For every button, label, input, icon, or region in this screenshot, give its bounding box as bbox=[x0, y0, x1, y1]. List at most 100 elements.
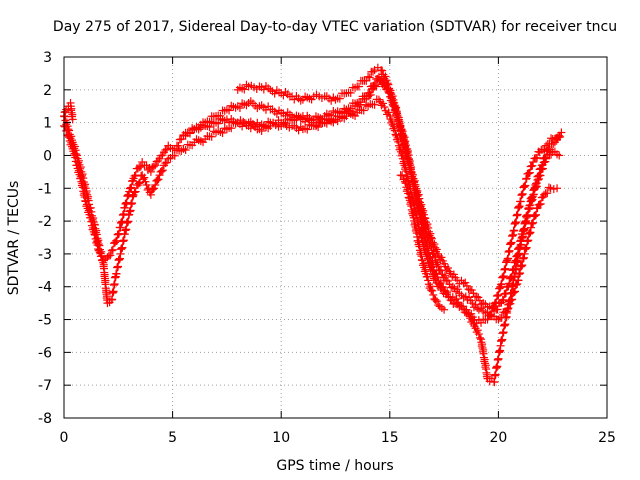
data-point bbox=[386, 86, 395, 95]
data-point bbox=[356, 100, 365, 109]
data-point bbox=[463, 308, 472, 317]
data-point bbox=[517, 191, 526, 200]
data-point bbox=[67, 132, 76, 141]
x-tick-label: 5 bbox=[168, 430, 177, 446]
data-point bbox=[525, 168, 534, 177]
data-point bbox=[419, 206, 428, 215]
data-point bbox=[428, 286, 437, 295]
plot-frame bbox=[63, 56, 608, 419]
data-point bbox=[127, 183, 136, 192]
data-point bbox=[428, 270, 437, 279]
data-point bbox=[507, 273, 516, 282]
data-point bbox=[431, 243, 440, 252]
data-point bbox=[151, 180, 160, 189]
data-point bbox=[508, 295, 517, 304]
y-tick-label: 0 bbox=[43, 148, 52, 164]
data-point bbox=[529, 218, 538, 227]
data-point bbox=[493, 305, 502, 314]
y-axis: 3 2 1 0 -1 -2 -3 -4 -5 -6 -7 -8 bbox=[38, 50, 607, 427]
data-point bbox=[305, 94, 314, 103]
data-point bbox=[400, 133, 409, 142]
data-point bbox=[257, 127, 266, 136]
data-point bbox=[553, 184, 562, 193]
data-point bbox=[61, 116, 70, 125]
data-point bbox=[398, 171, 407, 180]
data-point bbox=[430, 240, 439, 249]
data-point bbox=[471, 300, 480, 309]
data-point bbox=[420, 244, 429, 253]
y-tick-label: -6 bbox=[38, 345, 52, 361]
data-point bbox=[465, 293, 474, 302]
data-point bbox=[449, 270, 458, 279]
data-point bbox=[335, 94, 344, 103]
data-point bbox=[442, 276, 451, 285]
data-point bbox=[518, 189, 527, 198]
data-point bbox=[529, 186, 538, 195]
data-point bbox=[65, 126, 74, 135]
data-point bbox=[385, 84, 394, 93]
data-point bbox=[521, 175, 530, 184]
data-point bbox=[494, 290, 503, 299]
data-point bbox=[181, 146, 190, 155]
data-point bbox=[70, 144, 79, 153]
data-point bbox=[424, 223, 433, 232]
y-tick-label: -7 bbox=[38, 378, 52, 394]
data-point bbox=[440, 271, 449, 280]
data-point bbox=[392, 107, 401, 116]
data-point bbox=[437, 253, 446, 262]
data-point bbox=[499, 296, 508, 305]
data-point bbox=[403, 185, 412, 194]
data-point bbox=[379, 99, 388, 108]
data-point bbox=[386, 115, 395, 124]
data-point bbox=[538, 160, 547, 169]
data-point bbox=[368, 67, 377, 76]
data-point bbox=[527, 193, 536, 202]
y-tick-label: 1 bbox=[43, 116, 52, 132]
data-point bbox=[365, 73, 374, 82]
data-point bbox=[441, 286, 450, 295]
data-point bbox=[314, 123, 323, 132]
data-point bbox=[432, 297, 441, 306]
data-point bbox=[351, 83, 360, 92]
data-point bbox=[97, 251, 106, 260]
data-point bbox=[530, 184, 539, 193]
data-point bbox=[370, 100, 379, 109]
data-point bbox=[146, 167, 155, 176]
data-point bbox=[69, 140, 78, 149]
data-point bbox=[94, 240, 103, 249]
chart-title: Day 275 of 2017, Sidereal Day-to-day VTE… bbox=[53, 19, 617, 35]
data-point bbox=[174, 141, 183, 150]
data-point bbox=[505, 274, 514, 283]
data-point bbox=[396, 121, 405, 130]
data-point bbox=[155, 171, 164, 180]
data-point bbox=[79, 174, 88, 183]
data-point bbox=[401, 179, 410, 188]
data-point bbox=[509, 265, 518, 274]
data-point bbox=[536, 199, 545, 208]
data-point bbox=[188, 124, 197, 133]
data-point bbox=[95, 241, 104, 250]
data-point bbox=[196, 123, 205, 132]
data-point bbox=[207, 132, 216, 141]
x-axis: 0 5 10 15 20 25 bbox=[60, 57, 616, 446]
data-point bbox=[136, 162, 145, 171]
data-point bbox=[87, 207, 96, 216]
data-point bbox=[557, 128, 566, 137]
data-point bbox=[383, 79, 392, 88]
data-point bbox=[372, 82, 381, 91]
data-point bbox=[518, 190, 527, 199]
data-point bbox=[525, 201, 534, 210]
data-point bbox=[506, 299, 515, 308]
data-point bbox=[555, 151, 564, 160]
data-point bbox=[131, 187, 140, 196]
data-point bbox=[433, 249, 442, 258]
y-tick-label: -1 bbox=[38, 181, 52, 197]
data-point bbox=[227, 124, 236, 133]
data-point bbox=[240, 85, 249, 94]
data-point bbox=[556, 132, 565, 141]
data-point bbox=[384, 108, 393, 117]
data-point bbox=[425, 261, 434, 270]
data-point bbox=[544, 183, 553, 192]
data-point bbox=[384, 80, 393, 89]
data-point bbox=[353, 102, 362, 111]
